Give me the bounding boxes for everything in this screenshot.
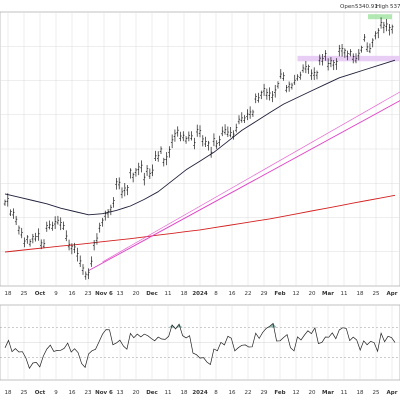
resistance-zone xyxy=(297,14,400,62)
bottom-tick-label: 12 xyxy=(293,390,300,396)
ohlc-open-value: 5340.91 xyxy=(355,4,378,10)
x-axis-ticks: 18 25 Oct 9 16 23 Nov 6 13 20 Dec 11 18 2024 8 16 22 29 F… xyxy=(5,291,398,297)
x-tick-label: Apr xyxy=(387,291,398,297)
bottom-axis-ticks: 18 25 Oct 9 16 23 Nov 6 13 20 Dec 11 18 2024 8 16 22 29 F… xyxy=(5,390,398,396)
x-tick-label: Nov 6 xyxy=(95,291,113,297)
bottom-tick-label: 23 xyxy=(85,390,92,396)
bottom-tick-label: 16 xyxy=(69,390,76,396)
ohlc-readout: Open 5340.91 High 537 xyxy=(340,4,400,10)
ohlc-high-label: High xyxy=(376,4,389,10)
price-panel xyxy=(3,17,400,280)
x-tick-label: 11 xyxy=(341,291,348,297)
sma200-line xyxy=(4,194,396,253)
oscillator-line xyxy=(4,322,396,370)
x-tick-label: 13 xyxy=(117,291,124,297)
bottom-tick-label: Dec xyxy=(146,390,158,396)
x-tick-label: 16 xyxy=(69,291,76,297)
bottom-tick-label: Feb xyxy=(274,390,285,396)
ohlc-open-label: Open xyxy=(340,4,355,10)
bottom-tick-label: 18 xyxy=(5,390,12,396)
x-tick-label: Dec xyxy=(146,291,158,297)
x-tick-label: Feb xyxy=(274,291,285,297)
bottom-tick-label: 20 xyxy=(133,390,140,396)
bottom-tick-label: 18 xyxy=(181,390,188,396)
bottom-tick-label: 29 xyxy=(261,390,268,396)
trendline-upper xyxy=(102,91,400,263)
x-tick-label: 18 xyxy=(357,291,364,297)
x-tick-label: Oct xyxy=(35,291,46,297)
price-grid xyxy=(0,11,400,287)
bottom-tick-label: 8 xyxy=(214,390,218,396)
x-tick-label: 11 xyxy=(165,291,172,297)
x-tick-label: 18 xyxy=(5,291,12,297)
bottom-tick-label: 9 xyxy=(54,390,58,396)
bottom-tick-label: 2024 xyxy=(192,390,207,396)
trendline-lower xyxy=(88,100,400,272)
bottom-tick-label: 16 xyxy=(229,390,236,396)
bottom-tick-label: 25 xyxy=(21,390,28,396)
bottom-tick-label: 11 xyxy=(341,390,348,396)
bottom-tick-label: Nov 6 xyxy=(95,390,113,396)
bottom-tick-label: 20 xyxy=(309,390,316,396)
x-tick-label: 8 xyxy=(214,291,218,297)
oscillator-panel xyxy=(0,304,400,381)
bottom-tick-label: 22 xyxy=(245,390,252,396)
bottom-tick-label: Apr xyxy=(387,390,398,396)
bottom-tick-label: Mar xyxy=(322,390,334,396)
x-tick-label: 20 xyxy=(309,291,316,297)
x-tick-label: 22 xyxy=(245,291,252,297)
zone-band xyxy=(297,55,400,62)
x-tick-label: 25 xyxy=(21,291,28,297)
bottom-tick-label: 18 xyxy=(357,390,364,396)
x-tick-label: 25 xyxy=(373,291,380,297)
x-tick-label: 18 xyxy=(181,291,188,297)
x-tick-label: Mar xyxy=(322,291,334,297)
x-tick-label: 20 xyxy=(133,291,140,297)
x-tick-label: 16 xyxy=(229,291,236,297)
bottom-tick-label: 13 xyxy=(117,390,124,396)
sma50-line xyxy=(4,59,396,216)
bottom-tick-label: 11 xyxy=(165,390,172,396)
x-tick-label: 12 xyxy=(293,291,300,297)
ohlc-high-value: 537 xyxy=(390,4,400,10)
bottom-tick-label: Oct xyxy=(35,390,46,396)
x-tick-label: 9 xyxy=(54,291,58,297)
x-tick-label: 2024 xyxy=(192,291,207,297)
x-tick-label: 29 xyxy=(261,291,268,297)
top-zone-band xyxy=(368,14,392,20)
bottom-tick-label: 25 xyxy=(373,390,380,396)
x-tick-label: 23 xyxy=(85,291,92,297)
